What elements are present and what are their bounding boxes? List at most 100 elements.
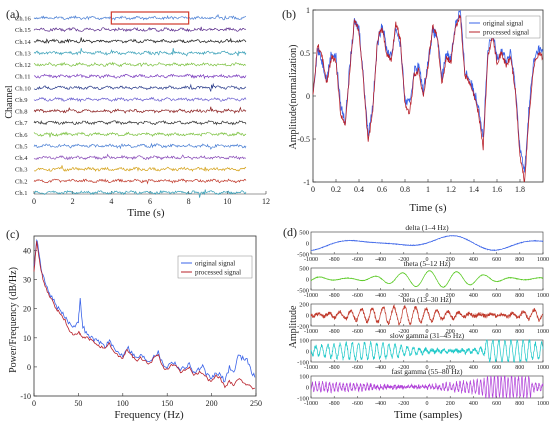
- band-trace: [310, 374, 544, 399]
- panel-a-xtick-label: 4: [109, 197, 113, 206]
- panel-a-ylabel: Channel: [4, 85, 15, 119]
- band-ytick-label: -200: [297, 324, 309, 331]
- band-title: fast gamma (55–80 Hz): [391, 367, 463, 376]
- xtick-label: 250: [250, 399, 262, 408]
- panel-a-xtick-label: 6: [148, 197, 152, 206]
- panel-a-xtick-label: 10: [223, 197, 231, 206]
- band-xtick-label: -600: [352, 293, 363, 299]
- panel-a-highlight-box: [110, 11, 190, 25]
- panel-b-xlabel: Time (s): [409, 202, 447, 214]
- band-xtick-label: 0: [426, 401, 429, 407]
- band-ytick-label: 0: [306, 349, 309, 356]
- band-title: slow gamma (31–45 Hz): [390, 331, 465, 340]
- band-subplot: fast gamma (55–80 Hz) -1000 100 -1000 -800 -6…: [297, 367, 549, 407]
- band-xtick-label: -1000: [304, 293, 318, 299]
- xtick-label: 50: [74, 399, 82, 408]
- panel-a: (a) Channel Time (s) 0 2 4 6 8 10 12 Ch.16Ch.1…: [4, 7, 270, 219]
- ytick-label: -0.5: [297, 135, 310, 144]
- band-xtick-label: -1000: [304, 401, 318, 407]
- band-trace: [310, 270, 544, 288]
- channel-label: Ch.7: [15, 120, 28, 127]
- channel-trace: [33, 106, 247, 114]
- band-xtick-label: 200: [446, 401, 455, 407]
- band-ytick-label: 0: [306, 277, 309, 284]
- band-xtick-label: -800: [329, 365, 340, 371]
- band-xtick-label: 200: [446, 365, 455, 371]
- band-ytick-label: 100: [299, 374, 309, 381]
- band-xtick-label: 600: [492, 293, 501, 299]
- band-xtick-label: -1000: [304, 329, 318, 335]
- panel-d: (d) Amplitude Time (samples) delta (1–4 …: [283, 223, 549, 421]
- legend-entry: processed signal: [195, 269, 241, 277]
- ytick-label: 0: [306, 92, 310, 101]
- panel-b-ticks: 0 0.2 0.4 0.6 0.8 1 1.2 1.4 1.6 1.8 -1 -0.5 0 0.5 1: [297, 6, 525, 194]
- band-xtick-label: 1000: [537, 257, 549, 263]
- channel-label: Ch.4: [15, 155, 28, 162]
- legend-entry: original signal: [195, 260, 235, 268]
- band-xtick-label: 800: [515, 329, 524, 335]
- band-trace: [310, 338, 544, 364]
- channel-trace: [33, 96, 247, 103]
- panel-d-letter: (d): [283, 225, 297, 239]
- band-xtick-label: -600: [352, 329, 363, 335]
- band-ytick-label: -500: [297, 252, 309, 259]
- panel-a-xlabel: Time (s): [127, 207, 165, 219]
- ytick-label: -1: [303, 178, 310, 187]
- channel-label: Ch.12: [15, 62, 31, 69]
- panel-c: (c) Power/Frequency (dB/Hz) Frequency (H…: [6, 227, 262, 421]
- ytick-label: 40: [23, 247, 31, 256]
- band-xtick-label: 0: [426, 365, 429, 371]
- band-subplot: theta (5–12 Hz) -500 0 500 -1000 -800 -600 -400…: [297, 259, 549, 299]
- channel-trace: [33, 131, 247, 138]
- panel-c-letter: (c): [6, 227, 19, 241]
- channel-label: Ch.6: [15, 132, 28, 139]
- panel-a-xtick-label: 8: [187, 197, 191, 206]
- band-xtick-label: 800: [515, 257, 524, 263]
- channel-label: Ch.15: [15, 27, 31, 34]
- band-xtick-label: 1000: [537, 293, 549, 299]
- band-ytick-label: -100: [297, 360, 309, 367]
- band-title: theta (5–12 Hz): [403, 259, 451, 268]
- band-xtick-label: 400: [469, 293, 478, 299]
- channel-trace: [33, 189, 247, 198]
- channel-trace: [33, 82, 247, 92]
- band-xtick-label: -400: [375, 329, 386, 335]
- band-ytick-label: 100: [299, 338, 309, 345]
- band-xtick-label: -400: [375, 257, 386, 263]
- channel-trace: [33, 26, 247, 33]
- panel-a-channel-labels: Ch.16 Ch.15 Ch.14 Ch.13 Ch.12 Ch.11 Ch.10 Ch.9 C…: [15, 16, 31, 197]
- xtick-label: 1.2: [446, 185, 456, 194]
- panel-a-xtick-label: 12: [262, 197, 270, 206]
- band-xtick-label: -1000: [304, 365, 318, 371]
- series-line: [312, 14, 543, 183]
- band-xtick-label: 200: [446, 329, 455, 335]
- ytick-label: 1: [306, 6, 310, 15]
- band-xtick-label: 400: [469, 329, 478, 335]
- channel-label: Ch.10: [15, 85, 31, 92]
- xtick-label: 0.4: [354, 185, 364, 194]
- band-xtick-label: -600: [352, 365, 363, 371]
- channel-label: Ch.1: [15, 190, 27, 197]
- legend-box: [177, 255, 253, 279]
- channel-trace: [33, 48, 247, 57]
- panel-c-xlabel: Frequency (Hz): [114, 409, 184, 421]
- band-ytick-label: 0: [306, 313, 309, 320]
- band-ytick-label: 0: [306, 241, 309, 248]
- band-xtick-label: 400: [469, 257, 478, 263]
- channel-trace: [33, 61, 247, 68]
- band-xtick-label: 800: [515, 401, 524, 407]
- channel-label: Ch.9: [15, 97, 27, 104]
- xtick-label: 0: [311, 185, 315, 194]
- channel-label: Ch.5: [15, 143, 27, 150]
- band-xtick-label: -800: [329, 293, 340, 299]
- panel-b-letter: (b): [282, 7, 296, 21]
- panel-a-traces: [33, 13, 247, 198]
- ytick-label: -10: [20, 392, 31, 401]
- band-xtick-label: 800: [515, 365, 524, 371]
- band-xtick-label: -200: [398, 329, 409, 335]
- band-xtick-label: 600: [492, 257, 501, 263]
